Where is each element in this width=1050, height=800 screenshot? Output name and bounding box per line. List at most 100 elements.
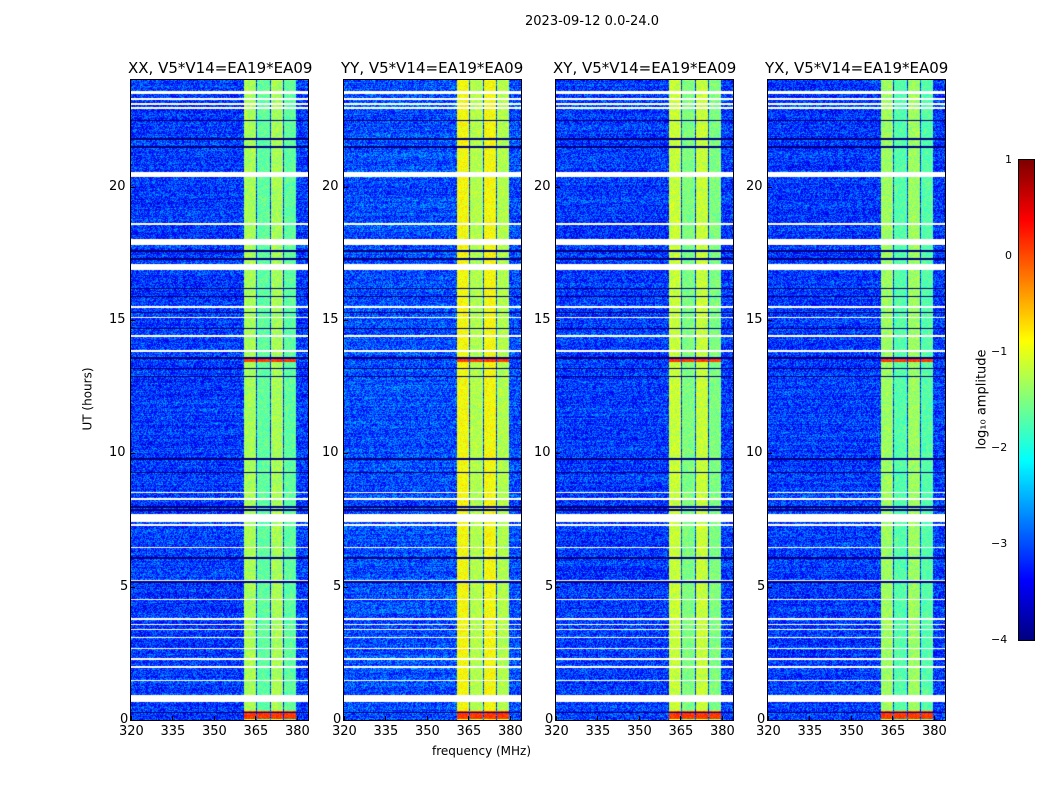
- y-tick-label: 5: [120, 578, 129, 594]
- colorbar-tick-label: −3: [991, 537, 1008, 550]
- y-tick-label: 0: [333, 712, 342, 727]
- y-tick: [768, 186, 772, 188]
- y-tick-label: 20: [109, 178, 126, 194]
- y-tick: [131, 453, 135, 455]
- y-tick-label: 15: [746, 312, 763, 327]
- y-tick-label: 0: [757, 712, 766, 727]
- colorbar-tick-label: 1: [1005, 153, 1012, 166]
- colorbar-tick-label: −1: [991, 345, 1008, 358]
- y-tick-label: 5: [757, 578, 766, 594]
- y-tick: [131, 586, 135, 588]
- x-tick: [892, 716, 894, 720]
- x-tick: [426, 716, 428, 720]
- x-tick-label: 335: [585, 724, 611, 739]
- x-axis-label: frequency (MHz): [432, 744, 532, 758]
- y-tick-label: 15: [109, 312, 126, 327]
- y-tick: [556, 586, 560, 588]
- x-tick: [556, 716, 557, 720]
- colorbar: [1019, 160, 1034, 640]
- x-tick: [680, 716, 682, 720]
- panel-title: XY, V5*V14=EA19*EA09: [553, 59, 737, 77]
- x-tick: [597, 716, 599, 720]
- y-tick-label: 5: [333, 578, 342, 594]
- x-tick-label: 335: [797, 724, 823, 739]
- y-tick-label: 0: [545, 712, 554, 727]
- y-tick-label: 10: [322, 445, 339, 461]
- x-tick-label: 380: [921, 724, 947, 739]
- y-tick: [344, 186, 348, 188]
- colorbar-label: log₁₀ amplitude: [974, 349, 990, 450]
- x-tick: [850, 716, 852, 720]
- x-tick-label: 335: [160, 724, 186, 739]
- y-tick: [556, 453, 560, 455]
- x-tick: [933, 716, 935, 720]
- y-tick: [768, 586, 772, 588]
- y-tick-label: 10: [109, 445, 126, 461]
- x-tick-label: 320: [332, 724, 357, 739]
- y-tick-label: 20: [534, 178, 551, 194]
- y-tick-label: 20: [746, 178, 763, 194]
- x-tick-label: 380: [497, 724, 523, 739]
- x-tick: [385, 716, 387, 720]
- x-tick-label: 350: [626, 724, 652, 739]
- y-tick-label: 0: [120, 712, 129, 727]
- colorbar-tick-label: −4: [991, 633, 1008, 646]
- y-tick: [768, 720, 772, 721]
- y-tick: [768, 320, 772, 321]
- x-tick: [213, 716, 215, 720]
- x-tick: [768, 716, 769, 720]
- y-tick-label: 5: [545, 578, 554, 594]
- x-tick-label: 365: [668, 724, 694, 739]
- x-tick-label: 365: [880, 724, 906, 739]
- y-tick: [131, 720, 135, 721]
- y-tick-label: 15: [534, 312, 551, 327]
- y-tick: [344, 720, 348, 721]
- panel-title: YY, V5*V14=EA19*EA09: [341, 59, 524, 77]
- x-tick-label: 380: [284, 724, 310, 739]
- colorbar-tick-label: 0: [1005, 249, 1012, 262]
- y-axis-label: UT (hours): [80, 367, 95, 431]
- colorbar-tick-label: −2: [991, 441, 1008, 454]
- y-tick: [556, 320, 560, 321]
- x-tick: [172, 716, 174, 720]
- y-tick: [344, 320, 348, 321]
- heatmap-panel: [131, 80, 308, 720]
- x-tick-label: 365: [456, 724, 482, 739]
- heatmap-panel: [768, 80, 945, 720]
- x-tick: [638, 716, 640, 720]
- x-tick-label: 320: [544, 724, 569, 739]
- x-tick-label: 335: [373, 724, 399, 739]
- panel-title: YX, V5*V14=EA19*EA09: [765, 59, 949, 77]
- y-tick: [344, 586, 348, 588]
- heatmap-panel: [556, 80, 733, 720]
- suptitle: 2023-09-12 0.0-24.0: [525, 14, 659, 29]
- y-tick-label: 10: [534, 445, 551, 461]
- x-tick: [255, 716, 257, 720]
- y-tick-label: 10: [746, 445, 763, 461]
- y-tick-label: 15: [322, 312, 339, 327]
- x-tick: [809, 716, 811, 720]
- y-tick: [344, 453, 348, 455]
- x-tick: [296, 716, 298, 720]
- x-tick-label: 350: [414, 724, 440, 739]
- x-tick: [509, 716, 511, 720]
- x-tick-label: 350: [201, 724, 227, 739]
- x-tick: [468, 716, 470, 720]
- y-tick: [556, 186, 560, 188]
- x-tick-label: 320: [756, 724, 781, 739]
- y-tick: [131, 320, 135, 321]
- x-tick-label: 350: [838, 724, 864, 739]
- x-tick-label: 365: [243, 724, 269, 739]
- x-tick-label: 320: [119, 724, 144, 739]
- x-tick-label: 380: [709, 724, 735, 739]
- y-tick: [131, 186, 135, 188]
- x-tick: [344, 716, 345, 720]
- y-tick: [556, 720, 560, 721]
- y-tick-label: 20: [322, 178, 339, 194]
- panel-title: XX, V5*V14=EA19*EA09: [128, 59, 313, 77]
- y-tick: [768, 453, 772, 455]
- heatmap-panel: [344, 80, 521, 720]
- x-tick: [721, 716, 723, 720]
- x-tick: [131, 716, 132, 720]
